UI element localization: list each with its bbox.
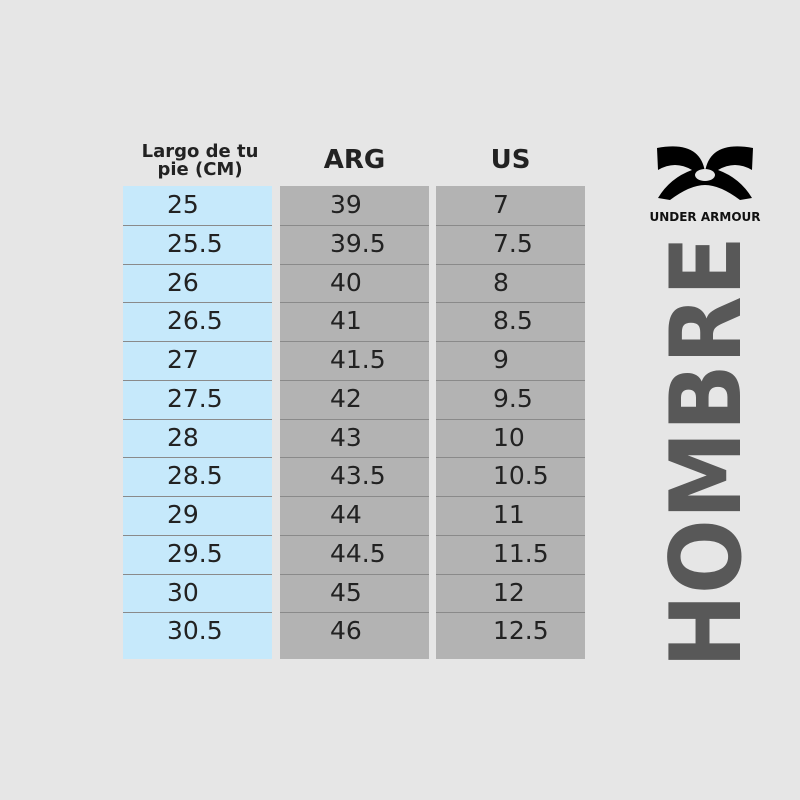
table-cell: 43 <box>330 422 362 452</box>
table-cell: 41 <box>330 306 362 336</box>
table-cell: 28.5 <box>167 461 223 491</box>
row-divider <box>123 419 272 420</box>
table-cell: 41.5 <box>330 345 386 374</box>
table-cell: 28 <box>167 422 199 452</box>
table-cell: 7 <box>493 190 509 219</box>
row-divider <box>123 457 272 458</box>
row-divider <box>436 264 585 265</box>
row-divider <box>436 535 585 536</box>
row-divider <box>436 302 585 303</box>
row-divider <box>436 457 585 458</box>
table-cell: 46 <box>330 616 362 646</box>
logo-mark <box>695 169 715 181</box>
row-divider <box>280 341 429 342</box>
table-cell: 12.5 <box>493 616 549 646</box>
table-cell: 39 <box>330 190 362 219</box>
table-cell: 11.5 <box>493 538 549 568</box>
row-divider <box>280 225 429 226</box>
table-cell: 10.5 <box>493 461 549 491</box>
row-divider <box>280 457 429 458</box>
table-cell: 42 <box>330 383 362 413</box>
table-cell: 8.5 <box>493 306 533 336</box>
row-divider <box>280 612 429 613</box>
row-divider <box>123 612 272 613</box>
table-cell: 45 <box>330 577 362 607</box>
table-cell: 25.5 <box>167 228 223 258</box>
row-divider <box>123 574 272 575</box>
table-cell: 9.5 <box>493 383 533 413</box>
table-cell: 44.5 <box>330 538 386 568</box>
table-cell: 43.5 <box>330 461 386 491</box>
row-divider <box>436 225 585 226</box>
row-divider <box>280 302 429 303</box>
row-divider <box>436 380 585 381</box>
table-cell: 11 <box>493 500 525 529</box>
row-divider <box>123 380 272 381</box>
row-divider <box>280 380 429 381</box>
column-header: US <box>490 145 531 175</box>
side-title: HOMBRE <box>650 236 764 668</box>
table-cell: 26.5 <box>167 306 223 336</box>
table-cell: 10 <box>493 422 525 452</box>
table-cell: 30 <box>167 577 199 607</box>
table-cell: 27.5 <box>167 383 223 413</box>
row-divider <box>123 341 272 342</box>
table-cell: 12 <box>493 577 525 607</box>
table-cell: 29.5 <box>167 538 223 568</box>
row-divider <box>123 302 272 303</box>
row-divider <box>280 496 429 497</box>
table-cell: 25 <box>167 190 199 219</box>
table-cell: 29 <box>167 500 199 529</box>
row-divider <box>436 419 585 420</box>
table-cell: 40 <box>330 267 362 297</box>
row-divider <box>123 225 272 226</box>
column-header: Largo de tu pie (CM) <box>141 141 259 180</box>
table-cell: 8 <box>493 267 509 297</box>
row-divider <box>280 419 429 420</box>
table-cell: 44 <box>330 500 362 529</box>
row-divider <box>123 496 272 497</box>
logo <box>657 146 753 200</box>
table-cell: 7.5 <box>493 228 533 258</box>
row-divider <box>280 264 429 265</box>
row-divider <box>123 535 272 536</box>
row-divider <box>123 264 272 265</box>
row-divider <box>436 612 585 613</box>
row-divider <box>280 535 429 536</box>
row-divider <box>436 574 585 575</box>
row-divider <box>436 496 585 497</box>
logo-text: UNDER ARMOUR <box>649 210 760 224</box>
table-cell: 26 <box>167 267 199 297</box>
table-cell: 27 <box>167 345 199 374</box>
column-header: ARG <box>323 145 386 175</box>
table-cell: 9 <box>493 345 509 374</box>
table-cell: 30.5 <box>167 616 223 646</box>
row-divider <box>280 574 429 575</box>
row-divider <box>436 341 585 342</box>
table-cell: 39.5 <box>330 228 386 258</box>
